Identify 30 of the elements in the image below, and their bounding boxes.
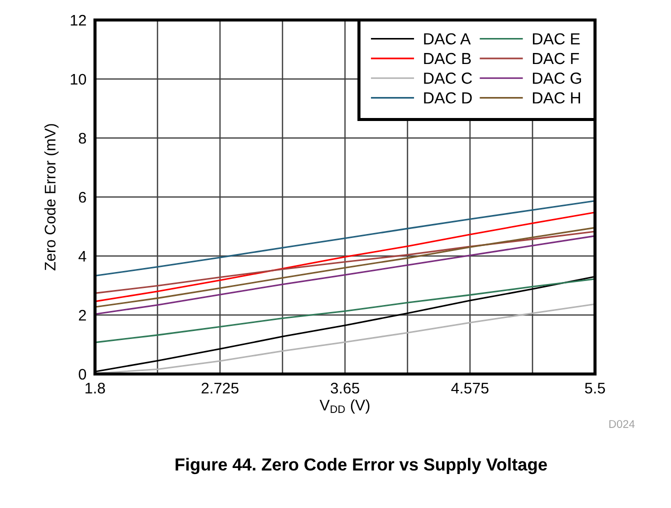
legend-label: DAC H bbox=[532, 92, 580, 104]
line-series bbox=[95, 200, 595, 277]
y-tick-label: 0 bbox=[78, 368, 86, 380]
legend-label: DAC E bbox=[532, 33, 580, 45]
legend-label: DAC B bbox=[424, 52, 471, 64]
y-tick-label: 12 bbox=[70, 14, 86, 26]
text: Figure 44. Zero Code Error vs Supply Voltage bbox=[176, 458, 547, 474]
x-axis-title: V$_{DD}$ (V) bbox=[320, 399, 370, 414]
legend-label: DAC D bbox=[424, 92, 472, 104]
legend-label: DAC G bbox=[532, 72, 582, 84]
line-series bbox=[95, 278, 595, 344]
line-series bbox=[95, 235, 595, 315]
y-tick-label: 4 bbox=[78, 251, 86, 262]
line-series bbox=[95, 230, 595, 294]
y-axis-title: Zero Code Error (mV) bbox=[44, 124, 59, 270]
y-tick-label: 10 bbox=[70, 74, 86, 85]
y-tick-label: 2 bbox=[78, 310, 86, 321]
x-tick-label: 2.725 bbox=[202, 382, 238, 394]
line-series bbox=[95, 226, 595, 308]
x-tick-label: 4.575 bbox=[451, 382, 488, 394]
y-tick-label: 8 bbox=[78, 132, 86, 144]
x-tick-label: 3.65 bbox=[330, 382, 360, 394]
legend-label: DAC A bbox=[424, 33, 471, 45]
line-series bbox=[95, 212, 595, 302]
x-tick-label: 1.8 bbox=[86, 382, 105, 394]
text: D024 bbox=[609, 420, 635, 428]
y-tick-label: 6 bbox=[78, 192, 86, 203]
x-tick-label: 5.5 bbox=[584, 382, 605, 394]
legend-label: DAC F bbox=[532, 52, 579, 64]
legend-label: DAC C bbox=[424, 72, 472, 84]
